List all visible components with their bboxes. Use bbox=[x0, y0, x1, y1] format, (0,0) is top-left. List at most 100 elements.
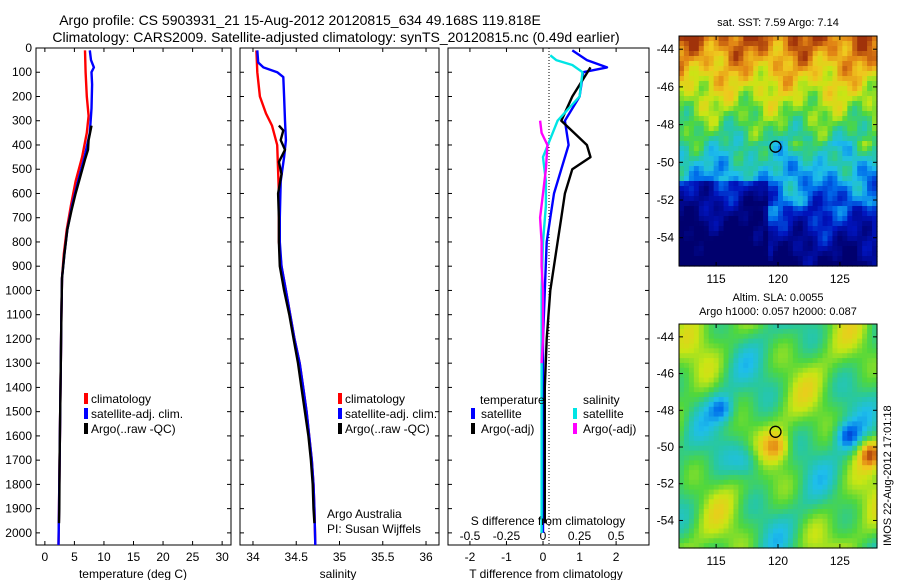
heatmap-cell bbox=[688, 191, 695, 197]
heatmap-cell bbox=[753, 236, 759, 242]
heatmap-cell bbox=[847, 206, 853, 212]
heatmap-cell bbox=[872, 343, 878, 349]
heatmap-cell bbox=[718, 256, 725, 262]
heatmap-cell bbox=[787, 489, 794, 496]
heatmap-cell bbox=[713, 411, 720, 418]
heatmap-cell bbox=[698, 489, 705, 496]
heatmap-cell bbox=[852, 367, 858, 374]
heatmap-cell bbox=[758, 131, 764, 137]
heatmap-cell bbox=[768, 216, 774, 222]
heatmap-cell bbox=[842, 66, 848, 72]
heatmap-cell bbox=[688, 401, 695, 408]
heatmap-cell bbox=[753, 489, 759, 496]
heatmap-cell bbox=[718, 251, 725, 257]
heatmap-cell bbox=[847, 445, 853, 452]
heatmap-cell bbox=[852, 411, 858, 418]
heatmap-cell bbox=[748, 533, 754, 539]
heatmap-cell bbox=[827, 387, 834, 393]
heatmap-cell bbox=[832, 201, 838, 207]
heatmap-cell bbox=[782, 221, 789, 227]
heatmap-cell bbox=[693, 51, 700, 57]
heatmap-cell bbox=[787, 513, 794, 520]
heatmap-cell bbox=[698, 450, 705, 457]
imos-timestamp: IMOS 22-Aug-2012 17:01:18 bbox=[882, 405, 894, 546]
heatmap-cell bbox=[867, 161, 873, 167]
heatmap-cell bbox=[857, 196, 863, 202]
heatmap-cell bbox=[847, 421, 853, 427]
heatmap-cell bbox=[837, 256, 843, 262]
heatmap-cell bbox=[758, 343, 764, 349]
heatmap-cell bbox=[698, 146, 705, 152]
heatmap-cell bbox=[852, 445, 858, 452]
heatmap-cell bbox=[872, 470, 878, 476]
heatmap-cell bbox=[857, 470, 863, 476]
heatmap-cell bbox=[748, 465, 754, 471]
heatmap-cell bbox=[718, 333, 725, 340]
heatmap-cell bbox=[768, 455, 774, 461]
heatmap-cell bbox=[743, 426, 749, 432]
heatmap-cell bbox=[778, 465, 784, 471]
heatmap-cell bbox=[837, 156, 843, 162]
heatmap-cell bbox=[807, 186, 814, 192]
heatmap-cell bbox=[688, 91, 695, 97]
heatmap-cell bbox=[857, 146, 863, 152]
heatmap-cell bbox=[797, 543, 804, 549]
heatmap-cell bbox=[743, 387, 749, 393]
heatmap-cell bbox=[733, 479, 739, 486]
heatmap-cell bbox=[832, 401, 838, 408]
heatmap-cell bbox=[679, 411, 685, 418]
heatmap-cell bbox=[723, 96, 730, 102]
heatmap-cell bbox=[832, 51, 838, 57]
heatmap-cell bbox=[862, 431, 868, 437]
heatmap-cell bbox=[797, 186, 804, 192]
heatmap-cell bbox=[782, 499, 789, 505]
heatmap-cell bbox=[812, 533, 819, 539]
heatmap-cell bbox=[683, 367, 690, 374]
heatmap-cell bbox=[723, 146, 730, 152]
heatmap-cell bbox=[723, 343, 730, 349]
heatmap-cell bbox=[837, 186, 843, 192]
heatmap-cell bbox=[733, 71, 739, 77]
heatmap-cell bbox=[842, 196, 848, 202]
heatmap-cell bbox=[753, 362, 759, 369]
heatmap-cell bbox=[768, 46, 774, 52]
heatmap-cell bbox=[852, 221, 858, 227]
heatmap-cell bbox=[688, 518, 695, 525]
heatmap-cell bbox=[698, 61, 705, 67]
heatmap-cell bbox=[852, 523, 858, 530]
heatmap-cell bbox=[867, 343, 873, 349]
heatmap-cell bbox=[679, 445, 685, 452]
heatmap-cell bbox=[847, 221, 853, 227]
heatmap-cell bbox=[802, 201, 809, 207]
heatmap-cell bbox=[679, 221, 685, 227]
heatmap-cell bbox=[778, 136, 784, 142]
heatmap-cell bbox=[768, 333, 774, 340]
heatmap-cell bbox=[842, 494, 848, 500]
heatmap-cell bbox=[713, 401, 720, 408]
heatmap-cell bbox=[778, 246, 784, 252]
heatmap-cell bbox=[703, 206, 710, 212]
heatmap-cell bbox=[698, 343, 705, 349]
heatmap-cell bbox=[787, 411, 794, 418]
heatmap-cell bbox=[723, 156, 730, 162]
heatmap-cell bbox=[773, 392, 779, 398]
heatmap-cell bbox=[728, 196, 735, 202]
heatmap-cell bbox=[792, 166, 799, 172]
heatmap-cell bbox=[738, 51, 744, 57]
heatmap-cell bbox=[822, 343, 829, 349]
heatmap-cell bbox=[763, 382, 769, 388]
heatmap-cell bbox=[748, 421, 754, 427]
heatmap-cell bbox=[797, 246, 804, 252]
heatmap-cell bbox=[748, 397, 754, 403]
heatmap-cell bbox=[822, 528, 829, 534]
heatmap-cell bbox=[837, 426, 843, 432]
heatmap-cell bbox=[867, 489, 873, 496]
heatmap-cell bbox=[693, 358, 700, 364]
heatmap-cell bbox=[718, 166, 725, 172]
heatmap-cell bbox=[738, 489, 744, 496]
heatmap-cell bbox=[778, 436, 784, 442]
heatmap-cell bbox=[842, 513, 848, 520]
heatmap-cell bbox=[763, 474, 769, 481]
heatmap-cell bbox=[822, 426, 829, 432]
heatmap-cell bbox=[787, 387, 794, 393]
